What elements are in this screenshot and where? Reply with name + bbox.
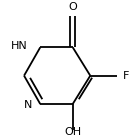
Text: F: F [123, 71, 130, 81]
Text: HN: HN [11, 41, 28, 51]
Text: N: N [24, 100, 32, 110]
Text: O: O [68, 2, 77, 12]
Text: OH: OH [64, 127, 81, 137]
